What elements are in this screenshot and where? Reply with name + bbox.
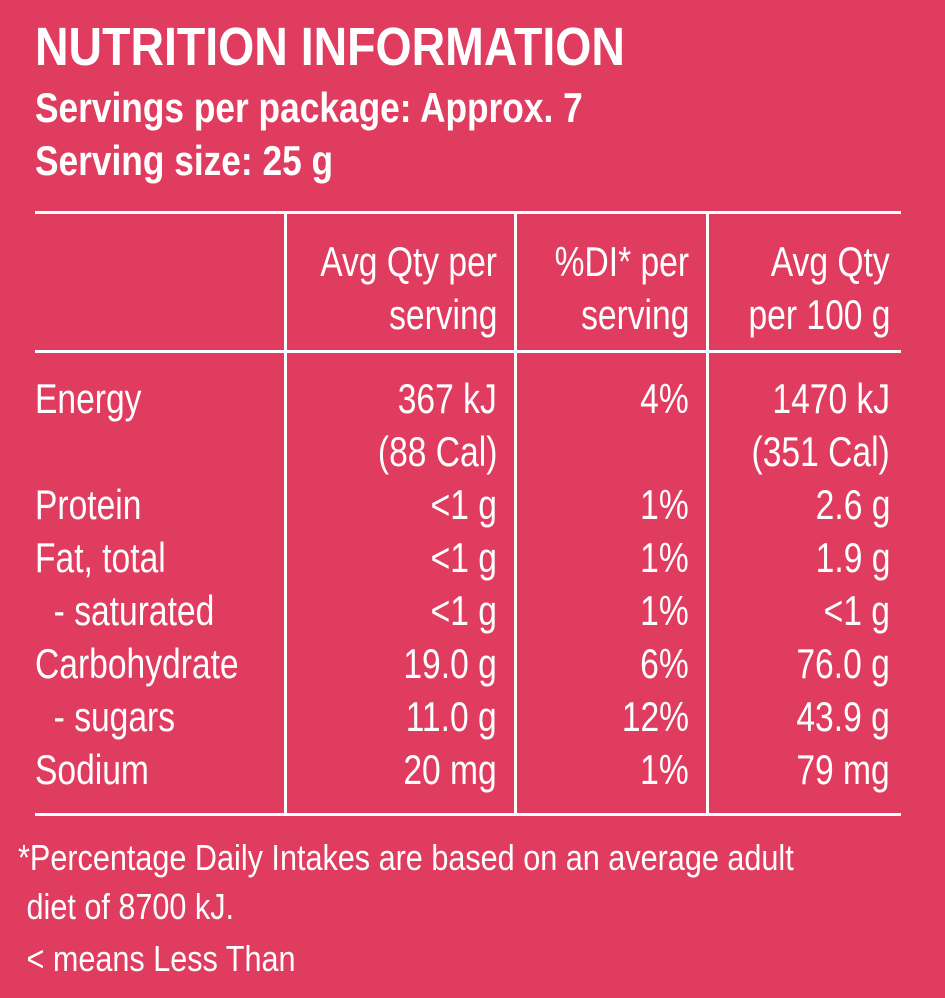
nutrient-value: <1 g: [430, 587, 497, 634]
nutrient-name: Sodium: [35, 746, 149, 793]
nutrient-value: 367 kJ: [398, 375, 497, 422]
column-header: Avg Qty per: [320, 238, 497, 285]
nutrient-value: <1 g: [823, 587, 890, 634]
nutrient-value: 6%: [640, 640, 689, 687]
nutrient-value: 19.0 g: [403, 640, 497, 687]
column-header: serving: [388, 291, 497, 338]
column-divider: [706, 211, 709, 816]
nutrient-value: 43.9 g: [796, 693, 890, 740]
rule: [35, 350, 901, 353]
column-header: per 100 g: [748, 291, 890, 338]
nutrient-value: 1%: [640, 534, 689, 581]
nutrient-name: Carbohydrate: [35, 640, 239, 687]
nutrient-value: (351 Cal): [751, 428, 890, 475]
column-divider: [284, 211, 287, 816]
nutrient-name: - sugars: [35, 693, 176, 740]
nutrient-value: 2.6 g: [815, 481, 890, 528]
nutrient-value: 11.0 g: [406, 693, 497, 740]
servings: Servings per package: Approx. 7: [35, 84, 583, 131]
nutrient-value: 1470 kJ: [772, 375, 890, 422]
nutrient-value: 79 mg: [796, 746, 890, 793]
nutrient-value: 20 mg: [403, 746, 497, 793]
nutrient-value: (88 Cal): [377, 428, 497, 475]
title: NUTRITION INFORMATION: [35, 17, 625, 77]
nutrient-value: 1%: [640, 481, 689, 528]
column-header: Avg Qty: [771, 238, 890, 285]
nutrient-name: Energy: [35, 375, 142, 422]
nutrient-value: 1.9 g: [815, 534, 890, 581]
column-header: serving: [580, 291, 689, 338]
nutrient-value: 1%: [640, 746, 689, 793]
nutrient-value: <1 g: [430, 481, 497, 528]
nutrient-name: - saturated: [35, 587, 215, 634]
nutrient-value: 12%: [621, 693, 689, 740]
rule: [35, 813, 901, 816]
nutrient-name: Protein: [35, 481, 142, 528]
footnote: *Percentage Daily Intakes are based on a…: [18, 837, 794, 878]
footnote: < means Less Than: [18, 938, 296, 979]
nutrient-value: <1 g: [430, 534, 497, 581]
nutrient-value: 76.0 g: [796, 640, 890, 687]
footnote: diet of 8700 kJ.: [18, 886, 235, 927]
column-divider: [514, 211, 517, 816]
nutrient-value: 4%: [640, 375, 689, 422]
rule: [35, 211, 901, 214]
serving-size: Serving size: 25 g: [35, 137, 334, 184]
nutrient-name: Fat, total: [35, 534, 166, 581]
nutrient-value: 1%: [640, 587, 689, 634]
column-header: %DI* per: [554, 238, 689, 285]
